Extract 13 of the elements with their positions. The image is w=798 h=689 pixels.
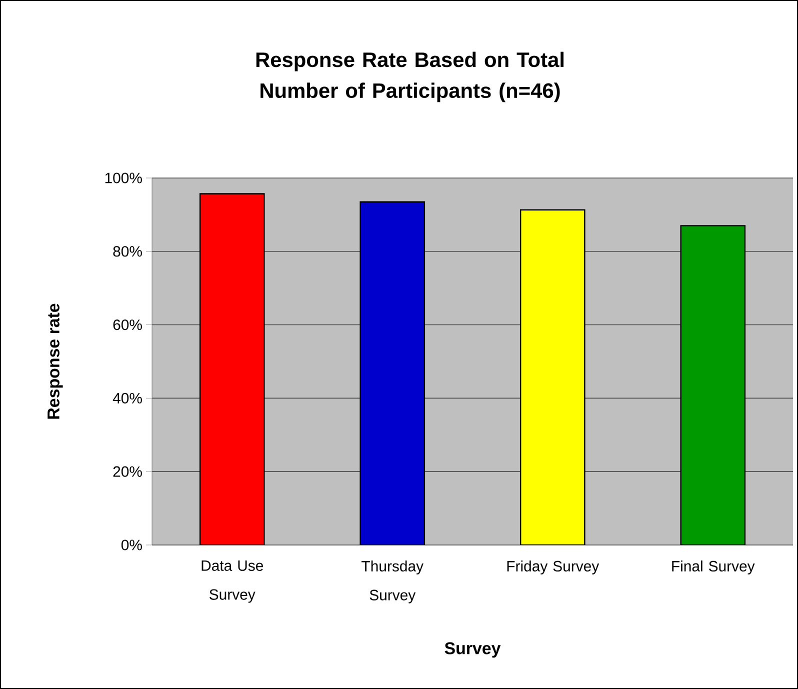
y-tick-label: 0% [121,540,142,550]
y-tick-label: 100% [105,172,142,184]
y-tick-label: 40% [112,392,142,404]
x-axis-title: Survey [444,642,501,658]
chart-title: Response Rate Based on Total Number of Participants (n=46) [256,52,564,102]
y-axis-title: Response rate [48,304,63,419]
y-tick-label: 60% [113,319,142,330]
category-label: Data Use Survey [202,560,264,603]
x-tick-label: Thursday Survey [362,560,424,604]
x-tick-label: Final Survey [672,560,755,574]
x-tick-label: Friday Survey [507,560,600,574]
y-tick-label: 20% [113,466,142,477]
y-tick-label: 80% [113,246,142,257]
